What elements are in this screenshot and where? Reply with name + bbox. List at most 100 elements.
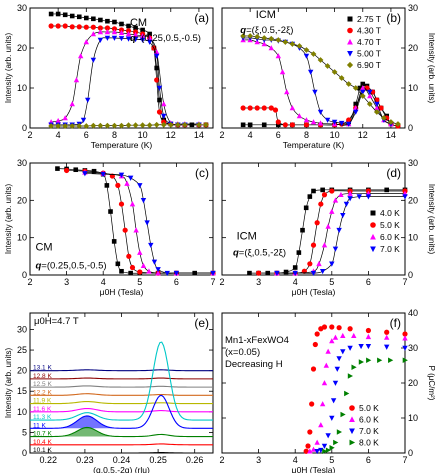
data-point: [272, 107, 279, 113]
data-point: [90, 57, 97, 63]
data-point: [146, 39, 153, 45]
data-point: [155, 267, 161, 273]
data-point: [137, 269, 143, 275]
data-point: [127, 175, 134, 181]
data-point: [104, 35, 111, 41]
sample-formula: Mn1-xFexWO4: [225, 335, 289, 346]
data-point: [358, 359, 364, 365]
data-point: [384, 334, 390, 340]
profile-label: 12.8 K: [33, 373, 52, 380]
data-point: [311, 188, 316, 194]
data-point: [69, 24, 75, 30]
wavevector-annotation: q=(0.25,0.5,-0.5): [130, 33, 201, 44]
data-point: [118, 201, 125, 207]
x-tick-label: 6: [84, 130, 89, 140]
data-point: [303, 47, 310, 53]
x-tick-label: 2: [219, 455, 224, 465]
data-point: [147, 31, 152, 37]
data-point: [322, 448, 328, 454]
data-point: [161, 101, 167, 107]
y-tick-label: 0: [408, 270, 413, 280]
plot-frame: [29, 162, 214, 276]
data-point: [261, 35, 268, 41]
data-point: [349, 405, 355, 411]
data-point: [153, 53, 160, 59]
data-point: [310, 242, 317, 248]
data-point: [154, 77, 160, 83]
data-point: [108, 209, 113, 214]
data-point: [118, 122, 125, 129]
fit-curve: [84, 171, 213, 274]
right-y-axis-label: P (μC/m²): [427, 366, 436, 401]
data-point: [73, 77, 80, 83]
legend-entry: 6.0 K: [380, 232, 400, 242]
profile-label: 11.9 K: [33, 398, 52, 405]
plot-frame: [221, 7, 406, 129]
data-point: [321, 192, 328, 198]
wavevector-annotation: q=(ξ,0.5,-2ξ): [240, 25, 293, 36]
data-point: [307, 448, 313, 454]
right-y-axis-label: Intensity (arb. units): [427, 33, 436, 104]
y-tick-label: 5: [22, 427, 27, 437]
data-point: [319, 268, 326, 275]
right-y-axis-label: Intensity (arb. units): [427, 184, 436, 255]
data-point: [388, 357, 394, 363]
y-tick-label: 10: [408, 83, 418, 93]
panel-label: (f): [390, 316, 401, 330]
data-point: [347, 373, 353, 379]
panel-label: (d): [386, 166, 401, 180]
y-tick-label: 0: [22, 270, 27, 280]
x-tick-label: 12: [358, 130, 368, 140]
data-point: [402, 345, 408, 351]
data-point: [118, 29, 125, 36]
data-point: [279, 69, 286, 75]
x-tick-label: 3: [256, 455, 261, 465]
data-point: [345, 121, 352, 127]
legend: 4.0 K 5.0 K 6.0 K 7.0 K: [370, 208, 400, 254]
data-point: [268, 105, 274, 111]
data-point: [129, 264, 136, 271]
data-point: [155, 270, 161, 276]
data-point: [321, 324, 328, 330]
x-tick-label: 4: [101, 277, 106, 287]
x-axis-label: (q,0.5,-2q) (rlu): [93, 465, 150, 473]
data-point: [367, 89, 373, 95]
y-tick-label: 20: [408, 195, 418, 205]
y-tick-label: 0: [408, 123, 413, 133]
y-tick-label: 15: [17, 386, 27, 396]
data-point: [80, 117, 87, 123]
profile-10-1-K: 10.1 K: [30, 447, 213, 453]
data-point: [307, 429, 313, 435]
data-point: [289, 41, 296, 47]
data-point: [289, 105, 296, 111]
data-point: [310, 366, 317, 372]
data-point: [153, 49, 160, 55]
x-axis-label: μ0H (Tesla): [100, 287, 144, 297]
data-point: [125, 28, 132, 34]
data-point: [388, 119, 394, 125]
data-point: [402, 331, 408, 337]
data-point: [85, 97, 91, 103]
data-point: [104, 122, 111, 129]
profile-line: [30, 426, 213, 438]
data-point: [340, 349, 346, 355]
data-point: [300, 227, 305, 233]
x-axis-label: μ0H (Tesla): [292, 465, 336, 473]
x-tick-label: 2: [27, 130, 32, 140]
panel-label: (c): [195, 166, 209, 180]
data-point: [48, 123, 55, 129]
data-point: [240, 122, 246, 128]
sweep-annotation: Decreasing H: [225, 359, 283, 370]
data-point: [303, 205, 309, 211]
profile-line: [30, 443, 213, 446]
data-point: [340, 332, 346, 339]
data-point: [336, 356, 342, 362]
data-point: [324, 63, 331, 69]
data-point: [352, 85, 359, 91]
data-point: [161, 113, 167, 119]
y-tick-label: 20: [17, 195, 27, 205]
profile-10-7-K: 10.7 K: [30, 426, 213, 438]
data-point: [359, 93, 366, 99]
series-6-90-T: [48, 121, 209, 129]
data-point: [196, 121, 202, 128]
